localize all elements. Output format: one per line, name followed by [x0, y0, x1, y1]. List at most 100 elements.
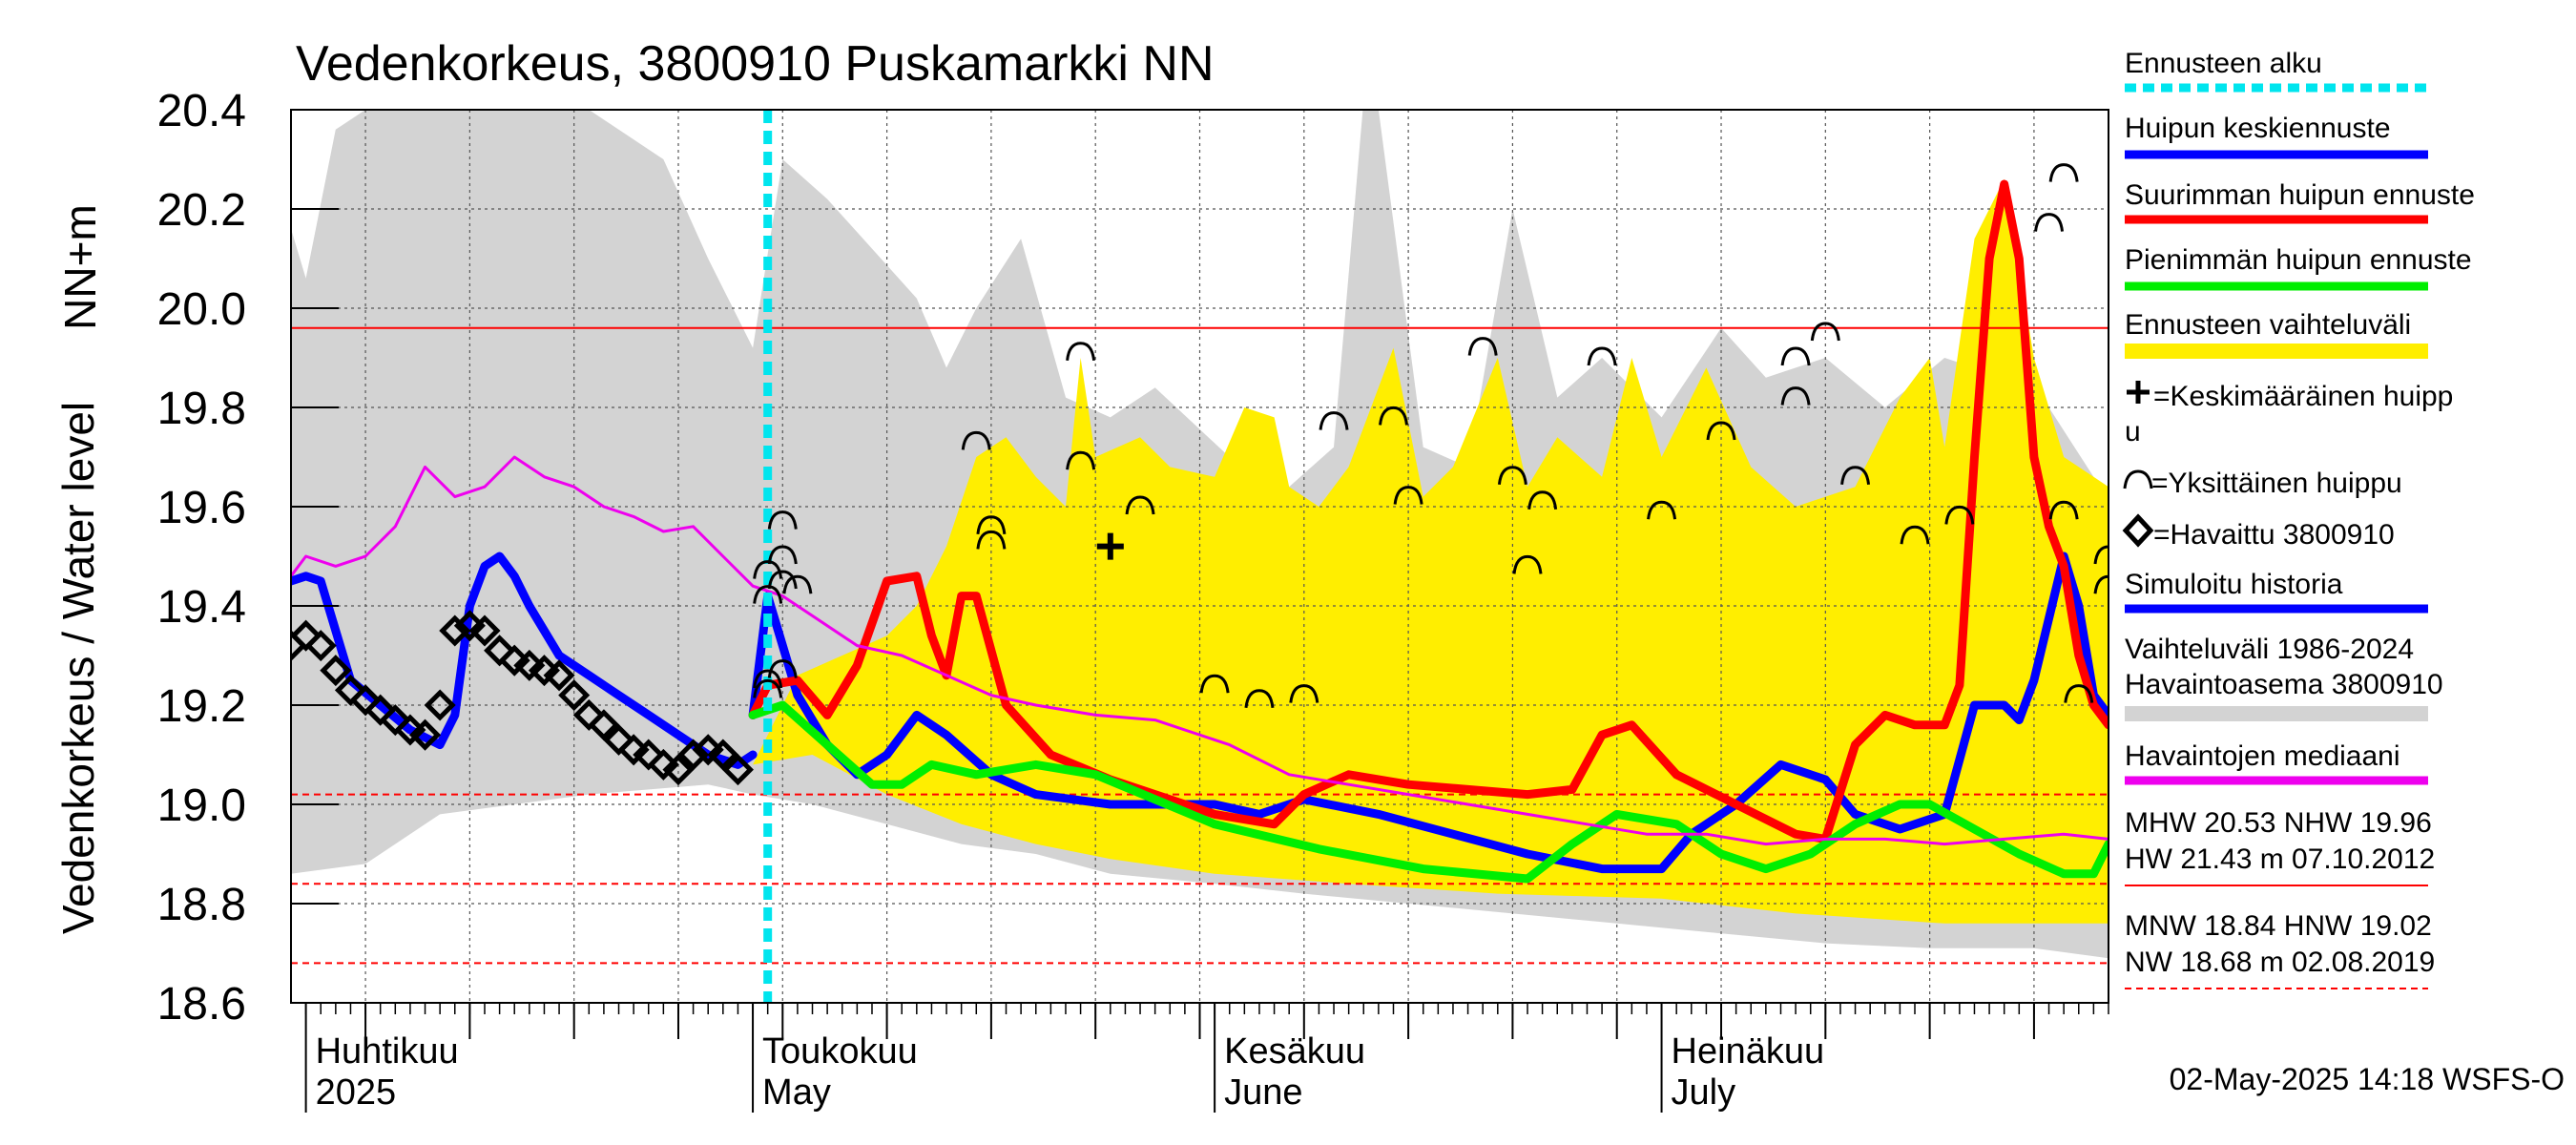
observed-point-30 [721, 754, 754, 786]
peak-marker-25 [1587, 346, 1617, 366]
legend-label-6: =Yksittäinen huippu [2151, 468, 2402, 499]
peak-marker-31 [1840, 466, 1871, 485]
observed-point-10 [424, 689, 456, 721]
y-axis-label: Vedenkorkeus / Water level [53, 402, 103, 934]
stats-line-3: MNW 18.84 HNW 19.02 [2125, 910, 2432, 942]
legend-label-5: =Keskimääräinen huipp [2153, 381, 2453, 412]
month-sublabel-1: May [762, 1072, 831, 1113]
observed-point-13 [468, 614, 501, 647]
peak-marker-9 [961, 430, 991, 450]
observed-point-9 [408, 718, 442, 751]
legend-label-9-line2: Havaintoasema 3800910 [2125, 669, 2443, 700]
peak-marker-19 [1378, 406, 1408, 426]
observed-point-22 [602, 723, 635, 756]
peak-marker-15 [1199, 674, 1230, 694]
peak-marker-12 [1066, 342, 1096, 361]
legend-swatch-9 [2125, 706, 2428, 721]
legend-observed-symbol [2122, 513, 2154, 548]
y-tick-label-2: 20.0 [157, 284, 246, 335]
legend-label-4: Ennusteen vaihteluväli [2125, 309, 2411, 341]
observed-point-26 [662, 754, 695, 786]
y-axis-unit-label: NN+m [55, 204, 105, 330]
peak-marker-7 [767, 659, 798, 678]
month-label-0: Huhtikuu [316, 1031, 459, 1072]
legend-mean-peak-symbol [2127, 381, 2150, 404]
month-sublabel-0: 2025 [316, 1072, 397, 1113]
month-label-3: Heinäkuu [1672, 1031, 1825, 1072]
peak-marker-16 [1244, 689, 1275, 708]
y-tick-label-9: 18.6 [157, 979, 246, 1030]
observed-point-29 [707, 739, 739, 771]
peak-marker-33 [1944, 505, 1975, 525]
peak-marker-13 [1066, 450, 1096, 470]
y-tick-label-6: 19.2 [157, 681, 246, 732]
peak-marker-32 [1900, 525, 1930, 545]
legend-label-3: Pienimmän huipun ennuste [2125, 244, 2472, 276]
observed-point-19 [558, 679, 591, 712]
observed-point-1 [291, 619, 322, 652]
chart-title: Vedenkorkeus, 3800910 Puskamarkki NN [296, 36, 1215, 92]
peak-marker-6 [767, 570, 798, 590]
legend-label-0: Ennusteen alku [2125, 48, 2322, 79]
forecast-range-band [753, 178, 2109, 924]
peak-marker-18 [1319, 411, 1349, 430]
peak-marker-10 [976, 515, 1007, 534]
observed-point-7 [379, 704, 411, 737]
legend-label-1: Huipun keskiennuste [2125, 113, 2391, 144]
peak-marker-30 [1810, 322, 1840, 342]
legend-label-2: Suurimman huipun ennuste [2125, 179, 2475, 211]
legend-swatch-4 [2125, 344, 2428, 359]
month-sublabel-2: June [1224, 1072, 1302, 1113]
peak-marker-4 [767, 510, 798, 530]
y-tick-label-4: 19.6 [157, 483, 246, 533]
observed-point-2 [304, 630, 337, 662]
peak-marker-35 [2048, 163, 2079, 182]
y-tick-label-7: 19.0 [157, 781, 246, 831]
observed-point-20 [572, 698, 605, 731]
stats-line-2: HW 21.43 m 07.10.2012 [2125, 843, 2435, 875]
peak-marker-5 [767, 545, 798, 565]
legend: Ennusteen alku Huipun keskiennuste Suurimm… [2122, 48, 2475, 989]
series-line-0 [748, 552, 2109, 874]
month-label-1: Toukokuu [762, 1031, 918, 1072]
legend-label-8: Simuloitu historia [2125, 569, 2343, 600]
peak-marker-24 [1527, 490, 1558, 510]
legend-label-9: Vaihteluväli 1986-2024 [2125, 634, 2414, 665]
mean-peak-marker [1096, 532, 1124, 560]
peak-marker-20 [1393, 486, 1423, 505]
axes: 20.4 20.2 20.0 19.8 19.6 19.4 19.2 19.0 18.8 18.6… [157, 86, 2109, 1113]
peak-marker-3 [753, 678, 783, 698]
month-sublabel-3: July [1672, 1072, 1736, 1113]
peak-marker-2 [753, 669, 783, 689]
observed-point-5 [349, 684, 382, 717]
peak-marker-27 [1706, 421, 1736, 441]
stats-line-1: MHW 20.53 NHW 19.96 [2125, 807, 2432, 839]
series-line-2 [748, 700, 2109, 884]
peak-marker-39 [2093, 574, 2109, 594]
peak-marker-28 [1780, 346, 1811, 366]
legend-peak-symbol [2123, 469, 2153, 489]
observed-point-11 [439, 614, 471, 647]
stats-line-4: NW 18.68 m 02.08.2019 [2125, 947, 2435, 978]
month-label-2: Kesäkuu [1224, 1031, 1365, 1072]
peak-marker-21 [1467, 337, 1498, 356]
peak-marker-17 [1289, 684, 1319, 703]
observed-point-6 [364, 694, 397, 726]
peak-marker-29 [1780, 386, 1811, 406]
peak-marker-38 [2093, 545, 2109, 565]
observed-point-27 [677, 739, 710, 771]
observed-point-14 [484, 635, 516, 667]
y-tick-label-1: 20.2 [157, 185, 246, 236]
peak-marker-34 [2034, 213, 2065, 232]
y-tick-label-0: 20.4 [157, 86, 246, 136]
peak-marker-8 [782, 574, 813, 594]
y-tick-label-3: 19.8 [157, 384, 246, 434]
series-line-3 [291, 455, 2109, 846]
legend-label-10: Havaintojen mediaani [2125, 740, 2400, 772]
observed-point-24 [633, 739, 665, 771]
legend-label-7: =Havaittu 3800910 [2153, 519, 2395, 551]
peak-marker-22 [1497, 466, 1527, 485]
peak-marker-23 [1512, 554, 1543, 574]
observed-point-3 [320, 655, 352, 687]
